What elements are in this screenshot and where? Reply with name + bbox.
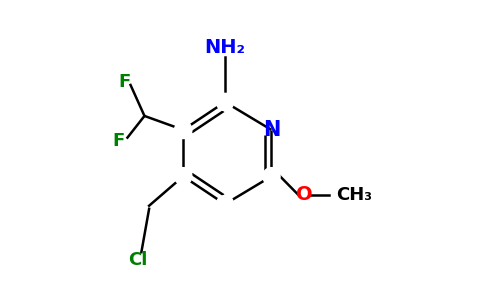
Text: F: F xyxy=(112,132,124,150)
Circle shape xyxy=(216,196,234,213)
Circle shape xyxy=(175,168,192,185)
Text: F: F xyxy=(118,73,131,91)
Text: CH₃: CH₃ xyxy=(336,186,372,204)
Circle shape xyxy=(216,93,234,111)
Text: N: N xyxy=(263,120,280,140)
Text: NH₂: NH₂ xyxy=(204,38,245,57)
Circle shape xyxy=(175,121,192,139)
Circle shape xyxy=(263,168,280,185)
Text: Cl: Cl xyxy=(129,251,148,269)
Text: O: O xyxy=(296,185,312,204)
